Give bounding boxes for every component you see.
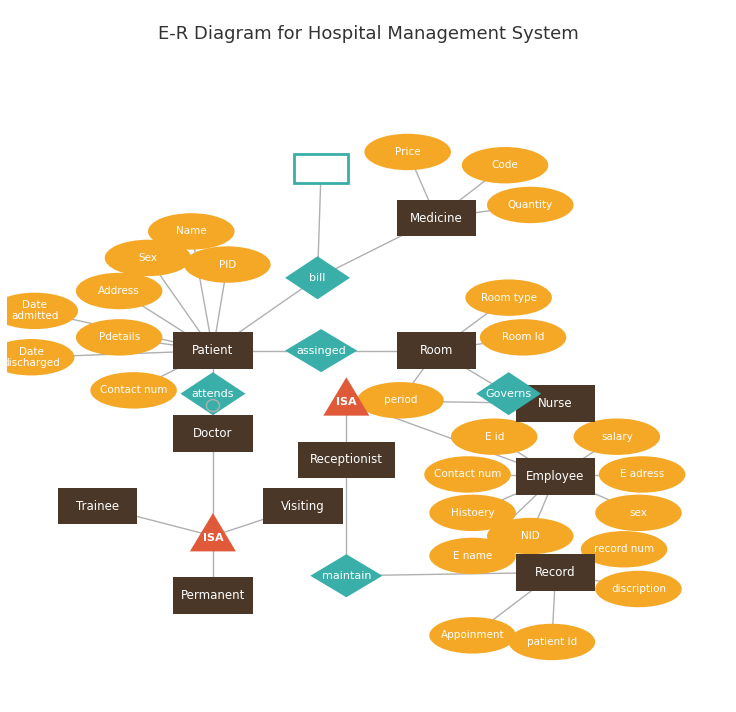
Ellipse shape (595, 495, 682, 531)
Ellipse shape (429, 495, 516, 531)
Polygon shape (323, 377, 369, 416)
Ellipse shape (424, 456, 511, 493)
Text: patient Id: patient Id (527, 637, 577, 647)
FancyBboxPatch shape (397, 200, 476, 236)
Ellipse shape (595, 571, 682, 607)
Ellipse shape (364, 134, 451, 170)
Text: E name: E name (453, 551, 492, 561)
FancyBboxPatch shape (516, 554, 595, 591)
Ellipse shape (509, 624, 595, 660)
Ellipse shape (465, 279, 552, 316)
FancyBboxPatch shape (516, 459, 595, 495)
Text: Visiting: Visiting (281, 500, 325, 513)
Text: attends: attends (191, 389, 234, 399)
Text: Receptionist: Receptionist (310, 454, 383, 466)
FancyBboxPatch shape (297, 441, 395, 478)
Text: Code: Code (492, 160, 518, 170)
Text: PID: PID (219, 260, 236, 270)
Text: E adress: E adress (620, 469, 664, 479)
Text: Histoery: Histoery (450, 508, 495, 518)
Polygon shape (285, 329, 357, 372)
Text: Room Id: Room Id (502, 333, 544, 342)
Text: assinged: assinged (297, 345, 346, 355)
Text: ISA: ISA (202, 533, 223, 543)
FancyBboxPatch shape (58, 488, 137, 525)
Ellipse shape (76, 273, 163, 309)
Ellipse shape (357, 382, 444, 419)
Text: Pdetails: Pdetails (99, 333, 140, 342)
Ellipse shape (487, 187, 573, 223)
Text: E id: E id (484, 431, 504, 441)
Text: Nurse: Nurse (538, 397, 573, 410)
Text: salary: salary (601, 431, 633, 441)
Text: record num: record num (594, 544, 654, 554)
Text: Doctor: Doctor (193, 427, 233, 440)
Polygon shape (190, 513, 236, 551)
Ellipse shape (0, 339, 74, 375)
Text: E-R Diagram for Hospital Management System: E-R Diagram for Hospital Management Syst… (158, 25, 578, 43)
Text: Quantity: Quantity (508, 200, 553, 210)
FancyBboxPatch shape (173, 577, 252, 614)
Text: Date
discharged: Date discharged (2, 347, 60, 367)
Ellipse shape (599, 456, 685, 493)
Polygon shape (285, 256, 350, 299)
Text: Medicine: Medicine (410, 211, 463, 225)
Text: Appoinment: Appoinment (441, 630, 504, 640)
Text: maintain: maintain (322, 571, 371, 581)
Text: Permanent: Permanent (181, 589, 245, 602)
Ellipse shape (105, 240, 191, 276)
FancyBboxPatch shape (397, 333, 476, 369)
FancyBboxPatch shape (173, 333, 252, 369)
Text: Address: Address (99, 286, 140, 296)
Text: Governs: Governs (486, 389, 531, 399)
Text: Record: Record (535, 566, 576, 579)
Text: bill: bill (309, 273, 326, 283)
Ellipse shape (429, 617, 516, 654)
Ellipse shape (184, 246, 271, 283)
Ellipse shape (91, 372, 177, 409)
Text: Contact num: Contact num (434, 469, 501, 479)
Text: Date
admitted: Date admitted (11, 300, 58, 321)
Ellipse shape (487, 518, 573, 554)
Text: period: period (383, 395, 417, 405)
Polygon shape (476, 372, 541, 415)
Text: Room type: Room type (481, 293, 537, 303)
Polygon shape (180, 372, 245, 415)
Ellipse shape (461, 147, 548, 184)
Text: Sex: Sex (138, 253, 158, 263)
FancyBboxPatch shape (516, 385, 595, 422)
Text: Employee: Employee (526, 470, 584, 483)
Ellipse shape (148, 213, 235, 250)
Text: ISA: ISA (336, 397, 357, 407)
FancyBboxPatch shape (173, 415, 252, 451)
Ellipse shape (480, 319, 567, 355)
Ellipse shape (76, 319, 163, 355)
Text: NID: NID (521, 531, 539, 541)
FancyBboxPatch shape (263, 488, 343, 525)
Text: Trainee: Trainee (76, 500, 119, 513)
Text: Contact num: Contact num (100, 385, 167, 395)
Text: Patient: Patient (192, 344, 233, 357)
Polygon shape (311, 554, 383, 597)
Ellipse shape (429, 538, 516, 574)
Text: discription: discription (611, 584, 666, 594)
FancyBboxPatch shape (294, 154, 348, 183)
Ellipse shape (451, 419, 537, 455)
Text: Room: Room (420, 344, 453, 357)
Text: sex: sex (629, 508, 648, 518)
Text: Price: Price (394, 147, 420, 157)
Ellipse shape (581, 531, 668, 567)
Ellipse shape (0, 293, 78, 329)
Text: Name: Name (176, 226, 207, 236)
Ellipse shape (573, 419, 660, 455)
